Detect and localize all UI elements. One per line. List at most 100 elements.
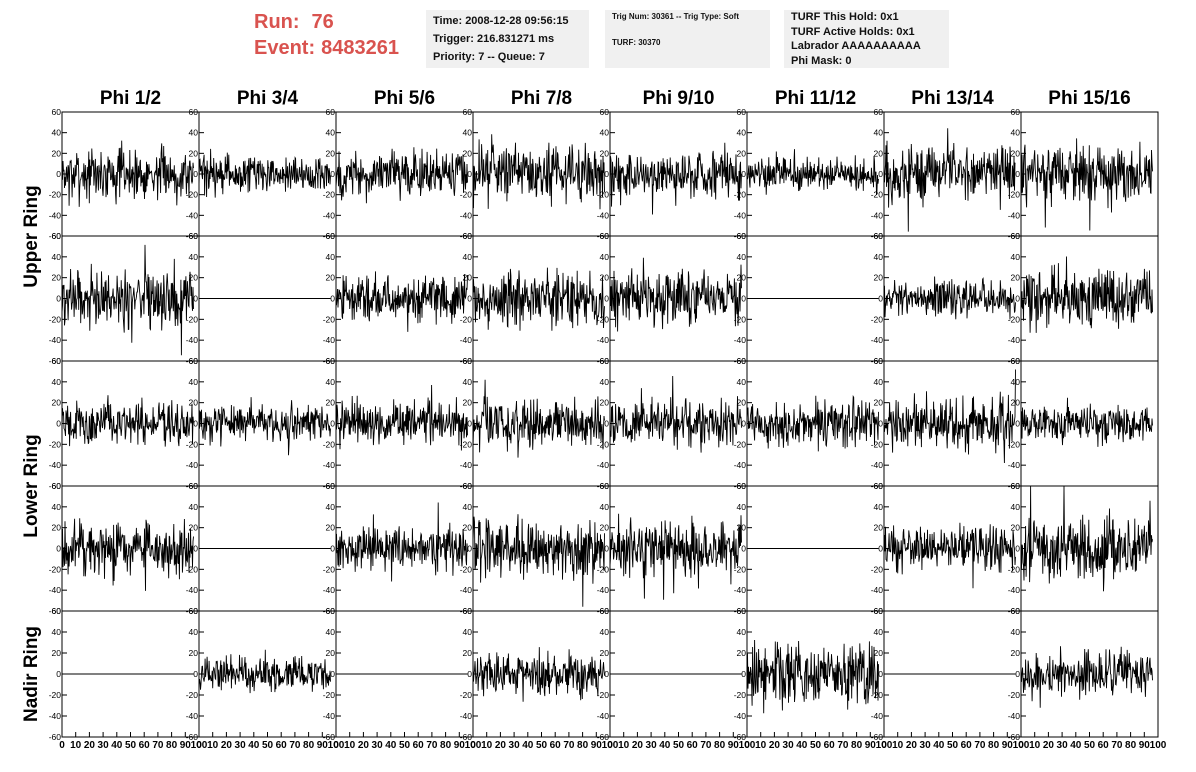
y-tick-label: -20 [323, 190, 336, 200]
y-tick-label: 0 [330, 169, 335, 179]
y-tick-label: 60 [189, 606, 199, 616]
y-tick-label: -40 [871, 460, 884, 470]
waveform-trace [198, 397, 331, 456]
x-tick-label: 50 [810, 740, 822, 751]
column-title: Phi 7/8 [511, 88, 572, 109]
y-tick-label: -20 [1008, 564, 1021, 574]
x-tick-label: 70 [289, 740, 301, 751]
x-tick-label: 80 [440, 740, 452, 751]
x-tick-label: 40 [248, 740, 260, 751]
y-tick-label: 0 [330, 294, 335, 304]
y-tick-label: 20 [600, 273, 610, 283]
y-tick-label: 60 [326, 481, 336, 491]
waveform-trace [746, 149, 879, 195]
y-tick-label: 20 [189, 648, 199, 658]
y-tick-label: 40 [600, 252, 610, 262]
row-group-label: Lower Ring [21, 434, 42, 537]
y-tick-label: 20 [52, 523, 62, 533]
y-tick-label: -40 [597, 711, 610, 721]
x-tick-label: 30 [235, 740, 247, 751]
y-tick-label: 40 [463, 377, 473, 387]
labrador-line: Labrador AAAAAAAAAA [791, 40, 921, 52]
x-tick-label: 70 [974, 740, 986, 751]
y-tick-label: -40 [323, 585, 336, 595]
y-tick-label: -20 [734, 690, 747, 700]
y-tick-label: -40 [460, 711, 473, 721]
y-tick-label: -40 [734, 460, 747, 470]
y-tick-label: 20 [737, 273, 747, 283]
y-tick-label: -40 [1008, 711, 1021, 721]
x-tick-label: 50 [399, 740, 411, 751]
y-tick-label: 60 [874, 231, 884, 241]
y-tick-label: -20 [871, 439, 884, 449]
y-tick-label: 0 [467, 544, 472, 554]
y-tick-label: 40 [189, 128, 199, 138]
y-tick-label: -40 [871, 585, 884, 595]
x-tick-label: 60 [1098, 740, 1110, 751]
x-tick-label: 0 [59, 740, 65, 751]
y-tick-label: 20 [463, 648, 473, 658]
y-tick-label: 60 [600, 356, 610, 366]
y-tick-label: 40 [52, 128, 62, 138]
y-tick-label: -40 [871, 711, 884, 721]
y-tick-label: 60 [52, 481, 62, 491]
x-tick-label: 90 [1002, 740, 1014, 751]
x-tick-label: 30 [646, 740, 658, 751]
y-tick-label: 60 [463, 606, 473, 616]
y-tick-label: 40 [52, 502, 62, 512]
y-tick-label: 40 [189, 377, 199, 387]
waveform-trace [198, 649, 331, 694]
y-tick-label: 20 [1011, 648, 1021, 658]
y-tick-label: 40 [737, 252, 747, 262]
y-tick-label: -60 [734, 732, 747, 742]
waveform-trace [335, 147, 468, 204]
column-title: Phi 11/12 [775, 88, 856, 109]
y-tick-label: 60 [737, 481, 747, 491]
y-tick-label: -20 [597, 190, 610, 200]
y-tick-label: 40 [1011, 377, 1021, 387]
y-tick-label: 20 [189, 398, 199, 408]
y-tick-label: 20 [326, 273, 336, 283]
y-tick-label: -20 [323, 690, 336, 700]
y-tick-label: -40 [597, 585, 610, 595]
x-tick-label: 30 [509, 740, 521, 751]
y-tick-label: 20 [737, 398, 747, 408]
x-tick-label: 20 [906, 740, 918, 751]
x-tick-label: 100 [328, 740, 345, 751]
y-tick-label: 0 [604, 669, 609, 679]
x-tick-label: 70 [152, 740, 164, 751]
y-tick-label: -40 [186, 585, 199, 595]
y-tick-label: -60 [323, 732, 336, 742]
y-tick-label: 60 [463, 107, 473, 117]
y-tick-label: -40 [734, 335, 747, 345]
y-tick-label: 60 [1011, 107, 1021, 117]
y-tick-label: 40 [874, 252, 884, 262]
y-tick-label: -20 [323, 314, 336, 324]
x-tick-label: 50 [262, 740, 274, 751]
y-tick-label: 0 [193, 294, 198, 304]
waveform-trace [1020, 256, 1153, 333]
event-label: Event: [254, 37, 316, 59]
y-tick-label: -40 [49, 585, 62, 595]
x-tick-label: 70 [1111, 740, 1123, 751]
y-tick-label: 40 [874, 502, 884, 512]
x-tick-label: 20 [358, 740, 370, 751]
x-tick-label: 0 [744, 740, 750, 751]
waveform-trace [746, 639, 879, 714]
y-tick-label: 0 [467, 669, 472, 679]
waveform-trace [198, 148, 331, 198]
x-tick-label: 90 [1139, 740, 1151, 751]
y-tick-label: -40 [49, 335, 62, 345]
y-tick-label: 40 [600, 128, 610, 138]
y-tick-label: 20 [600, 148, 610, 158]
y-tick-label: -20 [186, 190, 199, 200]
y-tick-label: 40 [463, 252, 473, 262]
x-tick-label: 20 [632, 740, 644, 751]
y-tick-label: 0 [604, 419, 609, 429]
x-tick-label: 10 [618, 740, 630, 751]
y-tick-label: 20 [52, 648, 62, 658]
y-tick-label: -20 [871, 690, 884, 700]
x-tick-label: 80 [166, 740, 178, 751]
y-tick-label: 0 [1015, 669, 1020, 679]
y-tick-label: 20 [737, 148, 747, 158]
